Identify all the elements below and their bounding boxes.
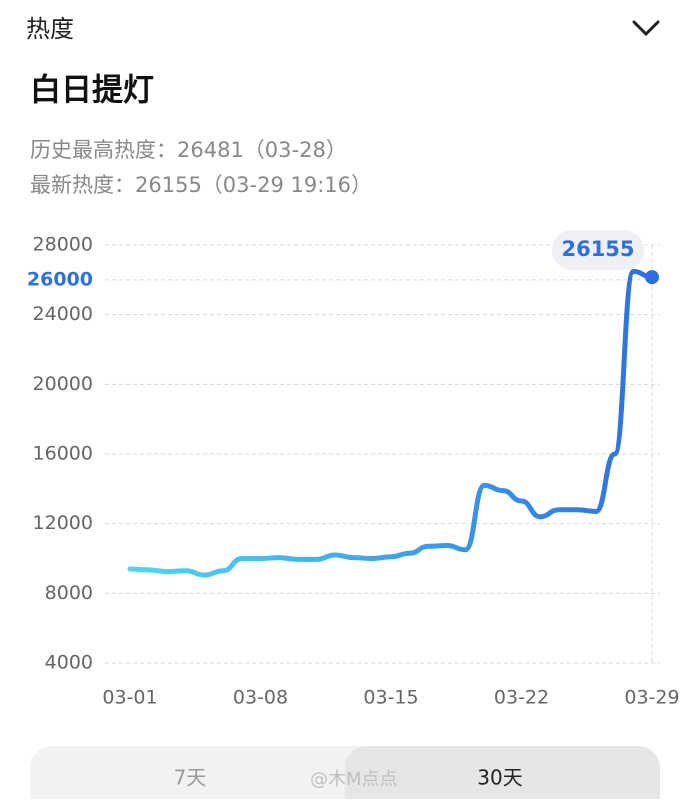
y-tick-label: 12000 [33, 512, 93, 534]
value-bubble [552, 230, 644, 270]
watermark: @木M点点 [310, 769, 398, 790]
latest-point [645, 270, 659, 285]
y-tick-label: 24000 [33, 303, 93, 325]
y-tick-label: 28000 [33, 234, 93, 256]
y-tick-label: 26000 [27, 268, 93, 290]
header-title: 热度 [26, 15, 74, 43]
stat-latest: 最新热度：26155（03-29 19:16） [30, 173, 372, 197]
x-tick-label: 03-29 [624, 687, 679, 709]
tab-7[interactable]: 7天 [174, 766, 207, 790]
y-tick-label: 4000 [45, 652, 93, 674]
x-tick-label: 03-22 [494, 687, 549, 709]
tab-selected-bg [345, 746, 660, 803]
collapse-chevron[interactable] [632, 20, 660, 37]
y-tick-label: 16000 [33, 443, 93, 465]
tab-30[interactable]: 30天 [477, 766, 522, 790]
chart: 4000 8000 12000 16000 20000 24000 26000 28000 03… [27, 230, 680, 709]
y-tick-label: 8000 [45, 582, 93, 604]
y-tick-label: 20000 [33, 373, 93, 395]
x-tick-label: 03-08 [233, 687, 288, 709]
x-tick-label: 03-01 [102, 687, 157, 709]
x-tick-label: 03-15 [363, 687, 418, 709]
stat-max: 历史最高热度：26481（03-28） [30, 138, 347, 162]
item-title: 白日提灯 [30, 73, 154, 109]
heat-line [127, 268, 655, 578]
value-bubble-label: 26155 [561, 237, 634, 261]
